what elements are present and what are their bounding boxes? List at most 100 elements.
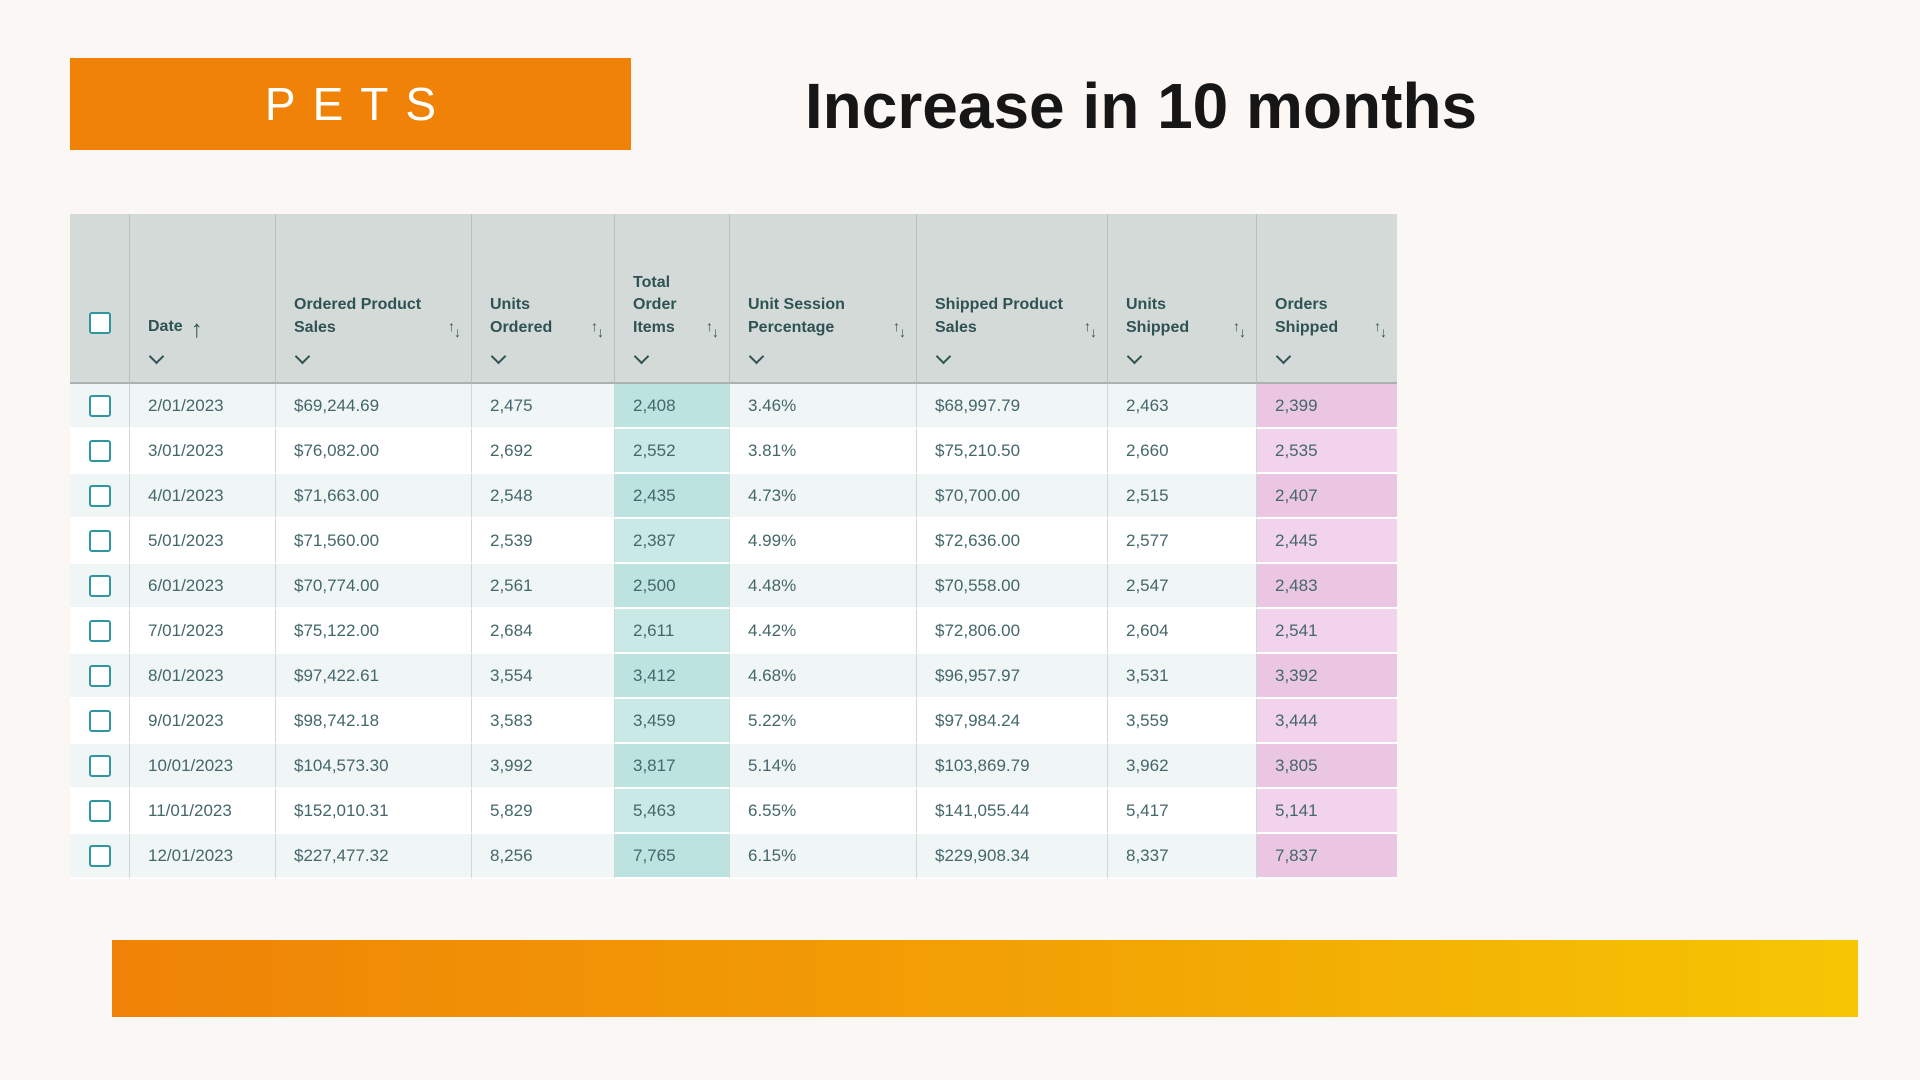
row-select-cell (70, 699, 130, 744)
row-checkbox[interactable] (88, 754, 111, 777)
cell-date: 8/01/2023 (130, 654, 276, 699)
row-checkbox[interactable] (88, 619, 111, 642)
sort-up-arrow-icon: ↑ (591, 318, 598, 334)
cell-unit_session_percentage: 5.22% (730, 699, 917, 744)
cell-total_order_items: 3,412 (615, 654, 730, 699)
column-header-total_order_items[interactable]: Total Order Items ↑ ↓ (615, 214, 730, 384)
filter-chevron-icon[interactable] (294, 348, 311, 365)
cell-unit_session_percentage: 4.42% (730, 609, 917, 654)
row-select-cell (70, 744, 130, 789)
filter-chevron-icon[interactable] (633, 348, 650, 365)
row-select-cell (70, 789, 130, 834)
select-all-checkbox[interactable] (88, 312, 111, 334)
cell-units_ordered: 8,256 (472, 834, 615, 879)
filter-chevron-icon[interactable] (935, 348, 952, 365)
row-checkbox[interactable] (88, 394, 111, 417)
column-header-units_shipped[interactable]: Units Shipped ↑ ↓ (1108, 214, 1257, 384)
column-header-row: Unit Session Percentage ↑ ↓ (748, 294, 906, 339)
filter-chevron-icon[interactable] (490, 348, 507, 365)
column-header-label: Date (148, 317, 183, 335)
cell-unit_session_percentage: 4.48% (730, 564, 917, 609)
row-checkbox[interactable] (88, 574, 111, 597)
cell-date: 4/01/2023 (130, 474, 276, 519)
column-header-row: Shipped Product Sales ↑ ↓ (935, 294, 1097, 339)
sort-icon[interactable]: ↑ ↓ (893, 319, 906, 339)
cell-total_order_items: 3,459 (615, 699, 730, 744)
sort-down-arrow-icon: ↓ (1090, 324, 1097, 340)
sort-down-arrow-icon: ↓ (712, 324, 719, 340)
filter-chevron-icon[interactable] (748, 348, 765, 365)
cell-date: 12/01/2023 (130, 834, 276, 879)
cell-total_order_items: 7,765 (615, 834, 730, 879)
cell-date: 3/01/2023 (130, 429, 276, 474)
column-header-row: Date ↑ (148, 315, 265, 343)
cell-ordered_product_sales: $104,573.30 (276, 744, 472, 789)
cell-units_ordered: 2,692 (472, 429, 615, 474)
cell-units_shipped: 2,515 (1108, 474, 1257, 519)
row-select-cell (70, 564, 130, 609)
cell-units_ordered: 2,475 (472, 384, 615, 429)
cell-units_shipped: 8,337 (1108, 834, 1257, 879)
column-header-ordered_product_sales[interactable]: Ordered Product Sales ↑ ↓ (276, 214, 472, 384)
column-header-label: Unit Session Percentage (748, 296, 845, 336)
cell-units_ordered: 2,684 (472, 609, 615, 654)
row-checkbox[interactable] (88, 844, 111, 867)
cell-total_order_items: 2,611 (615, 609, 730, 654)
column-header-units_ordered[interactable]: Units Ordered ↑ ↓ (472, 214, 615, 384)
cell-date: 11/01/2023 (130, 789, 276, 834)
row-checkbox[interactable] (88, 484, 111, 507)
sort-down-arrow-icon: ↓ (1239, 324, 1246, 340)
cell-orders_shipped: 2,541 (1257, 609, 1397, 654)
sort-ascending-icon[interactable]: ↑ (190, 316, 203, 343)
column-header-row: Units Shipped ↑ ↓ (1126, 294, 1246, 339)
cell-total_order_items: 2,435 (615, 474, 730, 519)
row-checkbox[interactable] (88, 439, 111, 462)
cell-units_ordered: 2,548 (472, 474, 615, 519)
cell-orders_shipped: 3,805 (1257, 744, 1397, 789)
sort-icon[interactable]: ↑ ↓ (1084, 319, 1097, 340)
filter-chevron-icon[interactable] (1275, 348, 1292, 365)
sort-up-arrow-icon: ↑ (1374, 318, 1381, 334)
row-checkbox[interactable] (88, 529, 111, 552)
column-header-shipped_product_sales[interactable]: Shipped Product Sales ↑ ↓ (917, 214, 1108, 384)
row-checkbox[interactable] (88, 664, 111, 687)
cell-total_order_items: 2,500 (615, 564, 730, 609)
column-header-row: Ordered Product Sales ↑ ↓ (294, 294, 461, 339)
sort-down-arrow-icon: ↓ (454, 324, 461, 340)
column-header-date[interactable]: Date ↑ (130, 214, 276, 384)
cell-unit_session_percentage: 5.14% (730, 744, 917, 789)
row-select-cell (70, 834, 130, 879)
cell-shipped_product_sales: $72,636.00 (917, 519, 1108, 564)
cell-total_order_items: 3,817 (615, 744, 730, 789)
column-header-orders_shipped[interactable]: Orders Shipped ↑ ↓ (1257, 214, 1397, 384)
row-checkbox[interactable] (88, 799, 111, 822)
sort-icon[interactable]: ↑ ↓ (1233, 318, 1246, 340)
cell-ordered_product_sales: $75,122.00 (276, 609, 472, 654)
row-checkbox[interactable] (88, 709, 111, 732)
row-select-cell (70, 654, 130, 699)
cell-units_shipped: 2,604 (1108, 609, 1257, 654)
cell-units_ordered: 2,561 (472, 564, 615, 609)
cell-orders_shipped: 2,483 (1257, 564, 1397, 609)
column-header-row: Units Ordered ↑ ↓ (490, 294, 604, 339)
cell-unit_session_percentage: 4.68% (730, 654, 917, 699)
sort-icon[interactable]: ↑ ↓ (448, 319, 461, 340)
filter-chevron-icon[interactable] (1126, 348, 1143, 365)
sort-icon[interactable]: ↑ ↓ (591, 318, 604, 339)
column-header-label: Ordered Product Sales (294, 296, 422, 336)
cell-date: 9/01/2023 (130, 699, 276, 744)
select-all-header-cell (70, 214, 130, 384)
cell-ordered_product_sales: $76,082.00 (276, 429, 472, 474)
sort-icon[interactable]: ↑ ↓ (1374, 318, 1387, 339)
cell-units_shipped: 3,559 (1108, 699, 1257, 744)
pets-banner: PETS (70, 58, 631, 150)
filter-chevron-icon[interactable] (148, 348, 165, 365)
sort-icon[interactable]: ↑ ↓ (706, 319, 719, 340)
cell-ordered_product_sales: $69,244.69 (276, 384, 472, 429)
column-header-label: Orders Shipped (1275, 296, 1339, 336)
column-header-unit_session_percentage[interactable]: Unit Session Percentage ↑ ↓ (730, 214, 917, 384)
sort-up-arrow-icon: ↑ (1233, 318, 1240, 334)
cell-date: 7/01/2023 (130, 609, 276, 654)
cell-orders_shipped: 3,444 (1257, 699, 1397, 744)
cell-date: 6/01/2023 (130, 564, 276, 609)
